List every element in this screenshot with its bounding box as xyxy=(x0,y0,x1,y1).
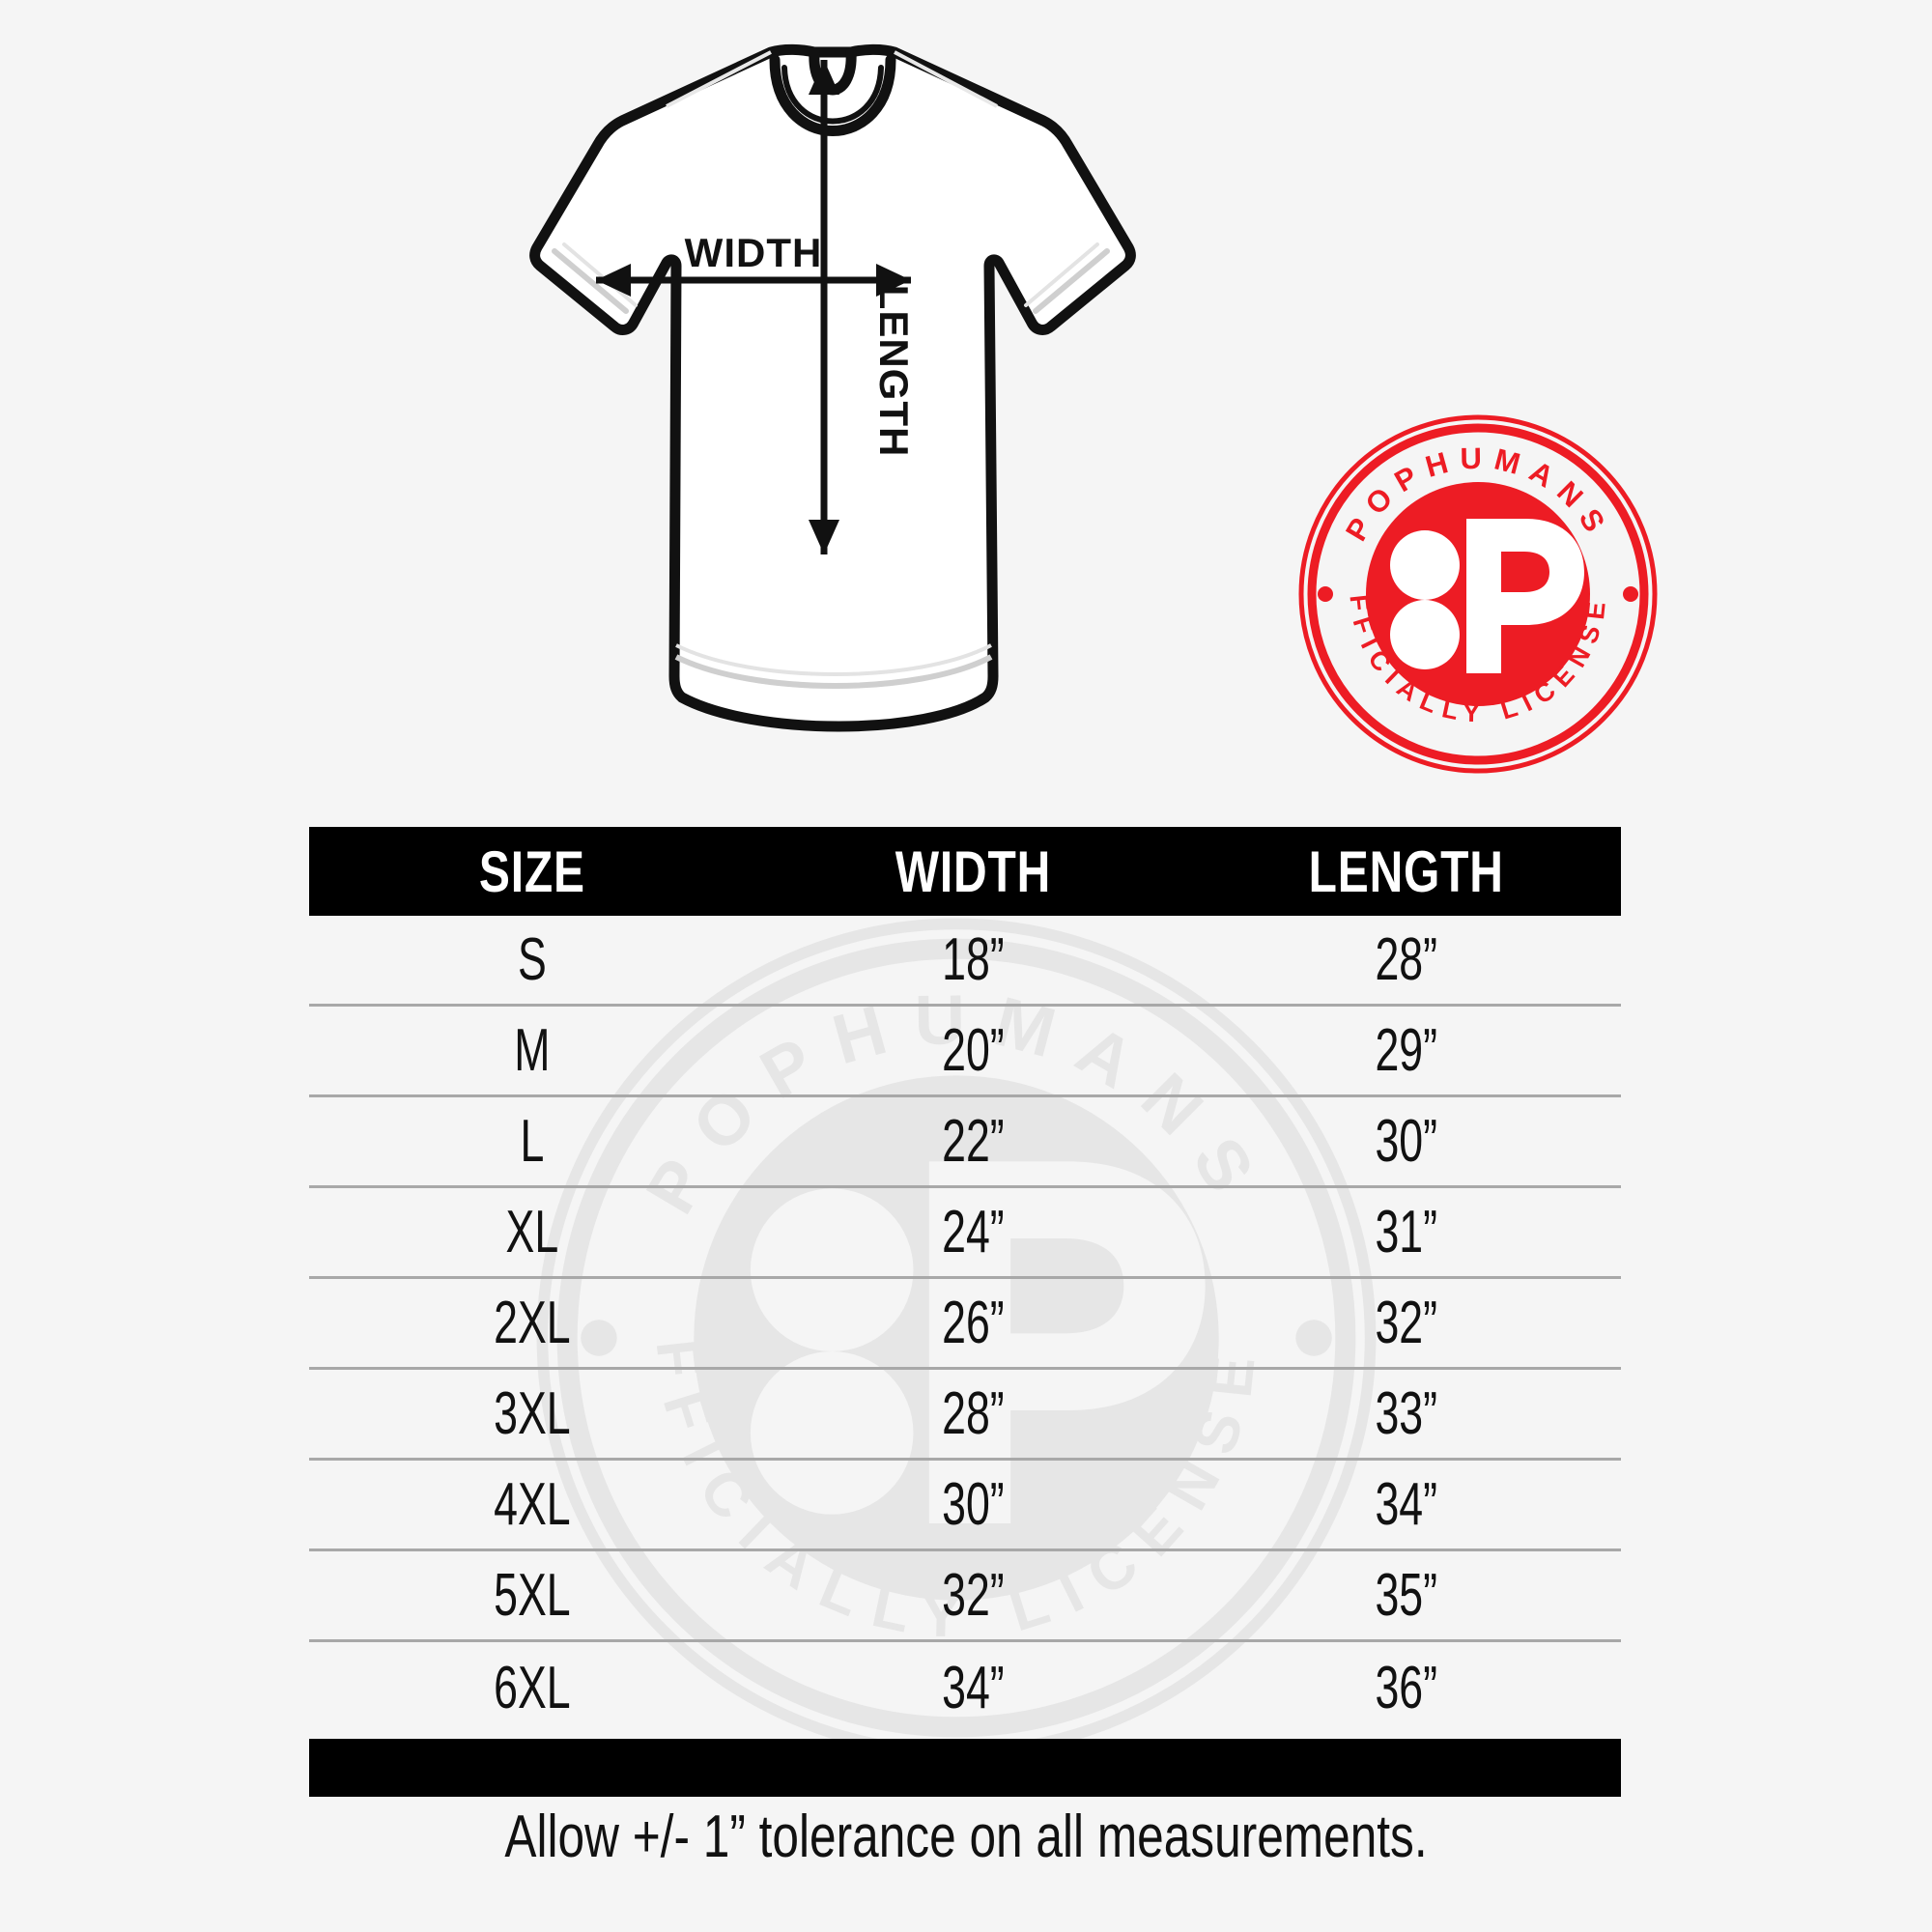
cell-width: 30” xyxy=(941,1471,1005,1538)
cell-width: 22” xyxy=(941,1108,1005,1175)
cell-width: 26” xyxy=(941,1290,1005,1356)
width-measure-arrow-icon xyxy=(596,264,911,297)
cell-size: L xyxy=(520,1108,545,1175)
cell-size: XL xyxy=(505,1199,559,1265)
table-row: 6XL 34” 36” xyxy=(309,1642,1621,1733)
length-measure-arrow-icon xyxy=(809,60,839,554)
width-label: WIDTH xyxy=(684,230,823,275)
column-header-size: SIZE xyxy=(478,838,585,904)
cell-size: 6XL xyxy=(494,1654,571,1721)
garment-illustration: WIDTH LENGTH xyxy=(0,0,1932,811)
size-table: SIZE WIDTH LENGTH S 18” 28” M 20” 29” L … xyxy=(309,827,1621,1797)
cell-size: 4XL xyxy=(494,1471,571,1538)
cell-width: 34” xyxy=(941,1654,1005,1721)
column-header-width: WIDTH xyxy=(895,838,1051,904)
table-row: L 22” 30” xyxy=(309,1097,1621,1188)
cell-length: 34” xyxy=(1375,1471,1437,1538)
cell-width: 24” xyxy=(941,1199,1005,1265)
cell-length: 30” xyxy=(1375,1108,1437,1175)
tolerance-note: Allow +/- 1” tolerance on all measuremen… xyxy=(0,1803,1932,1871)
table-row: 5XL 32” 35” xyxy=(309,1551,1621,1642)
table-row: 3XL 28” 33” xyxy=(309,1370,1621,1461)
cell-length: 31” xyxy=(1375,1199,1437,1265)
cell-length: 28” xyxy=(1375,926,1437,993)
table-row: 4XL 30” 34” xyxy=(309,1461,1621,1551)
table-row: M 20” 29” xyxy=(309,1007,1621,1097)
cell-length: 36” xyxy=(1375,1654,1437,1721)
tshirt-outline-icon xyxy=(529,43,1136,732)
cell-length: 32” xyxy=(1375,1290,1437,1356)
cell-size: 2XL xyxy=(494,1290,571,1356)
cell-width: 32” xyxy=(941,1562,1005,1629)
table-header-row: SIZE WIDTH LENGTH xyxy=(309,827,1621,916)
cell-size: 5XL xyxy=(494,1562,571,1629)
cell-width: 28” xyxy=(941,1380,1005,1447)
cell-size: M xyxy=(514,1017,551,1084)
table-footer-bar xyxy=(309,1739,1621,1797)
column-header-length: LENGTH xyxy=(1308,838,1504,904)
cell-length: 29” xyxy=(1375,1017,1437,1084)
tolerance-note-text: Allow +/- 1” tolerance on all measuremen… xyxy=(504,1804,1428,1870)
cell-size: 3XL xyxy=(494,1380,571,1447)
length-label: LENGTH xyxy=(871,284,917,458)
cell-width: 20” xyxy=(941,1017,1005,1084)
table-row: S 18” 28” xyxy=(309,916,1621,1007)
cell-length: 33” xyxy=(1375,1380,1437,1447)
table-row: 2XL 26” 32” xyxy=(309,1279,1621,1370)
cell-width: 18” xyxy=(941,926,1005,993)
table-row: XL 24” 31” xyxy=(309,1188,1621,1279)
cell-length: 35” xyxy=(1375,1562,1437,1629)
cell-size: S xyxy=(517,926,547,993)
pophumans-badge: POPHUMANS OFFICIALLY LICENSED xyxy=(1280,387,1662,778)
